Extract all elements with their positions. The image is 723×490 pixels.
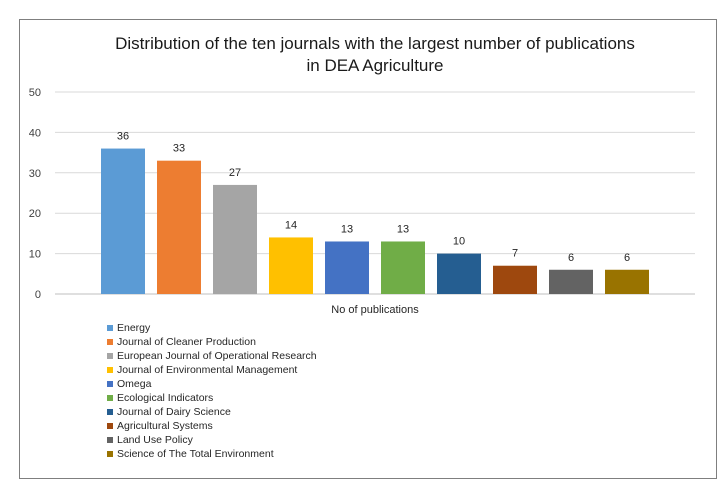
chart-title-line-1: Distribution of the ten journals with th…: [115, 34, 635, 53]
legend-item: Energy: [107, 321, 427, 335]
legend-item: Journal of Cleaner Production: [107, 335, 427, 349]
y-tick-label: 50: [29, 87, 41, 99]
legend-label: Agricultural Systems: [117, 420, 213, 432]
legend-label: Omega: [117, 378, 152, 390]
legend-label: Ecological Indicators: [117, 392, 214, 404]
legend-item: Journal of Environmental Management: [107, 363, 427, 377]
legend-swatch: [107, 353, 113, 359]
bar: [269, 237, 313, 294]
legend-label: European Journal of Operational Research: [117, 350, 317, 362]
legend-swatch: [107, 395, 113, 401]
legend-item: Land Use Policy: [107, 433, 427, 447]
data-label: 6: [624, 252, 630, 264]
bar: [101, 148, 145, 294]
legend-label: Journal of Cleaner Production: [117, 336, 256, 348]
y-tick-label: 10: [29, 249, 41, 261]
y-tick-label: 20: [29, 208, 41, 220]
legend-label: Science of The Total Environment: [117, 448, 274, 460]
data-label: 6: [568, 252, 574, 264]
chart-title: Distribution of the ten journals with th…: [60, 33, 690, 77]
legend-label: Land Use Policy: [117, 434, 193, 446]
bar: [493, 265, 537, 294]
bar: [157, 160, 201, 294]
legend-item: Journal of Dairy Science: [107, 405, 427, 419]
chart-legend: Energy Journal of Cleaner Production Europ…: [107, 321, 427, 461]
chart-title-line-2: in DEA Agriculture: [306, 56, 444, 75]
legend-swatch: [107, 423, 113, 429]
data-label: 14: [285, 219, 297, 231]
legend-swatch: [107, 381, 113, 387]
bar: [437, 253, 481, 294]
legend-item: Omega: [107, 377, 427, 391]
legend-swatch: [107, 325, 113, 331]
legend-label: Energy: [117, 322, 151, 334]
data-label: 27: [229, 167, 241, 179]
bar: [325, 241, 369, 294]
bar: [213, 184, 257, 294]
y-tick-label: 0: [35, 289, 41, 301]
bar: [381, 241, 425, 294]
legend-item: European Journal of Operational Research: [107, 349, 427, 363]
y-tick-label: 40: [29, 127, 41, 139]
data-label: 13: [341, 223, 353, 235]
data-label: 10: [453, 236, 465, 248]
legend-item: Agricultural Systems: [107, 419, 427, 433]
legend-swatch: [107, 339, 113, 345]
legend-item: Ecological Indicators: [107, 391, 427, 405]
y-tick-label: 30: [29, 168, 41, 180]
data-label: 7: [512, 248, 518, 260]
data-label: 36: [117, 131, 129, 143]
legend-swatch: [107, 367, 113, 373]
legend-item: Science of The Total Environment: [107, 447, 427, 461]
bar: [549, 269, 593, 294]
x-axis-label: No of publications: [331, 304, 419, 316]
bar: [605, 269, 649, 294]
legend-label: Journal of Dairy Science: [117, 406, 231, 418]
data-label: 33: [173, 143, 185, 155]
legend-swatch: [107, 437, 113, 443]
legend-swatch: [107, 409, 113, 415]
data-label: 13: [397, 223, 409, 235]
legend-label: Journal of Environmental Management: [117, 364, 298, 376]
legend-swatch: [107, 451, 113, 457]
